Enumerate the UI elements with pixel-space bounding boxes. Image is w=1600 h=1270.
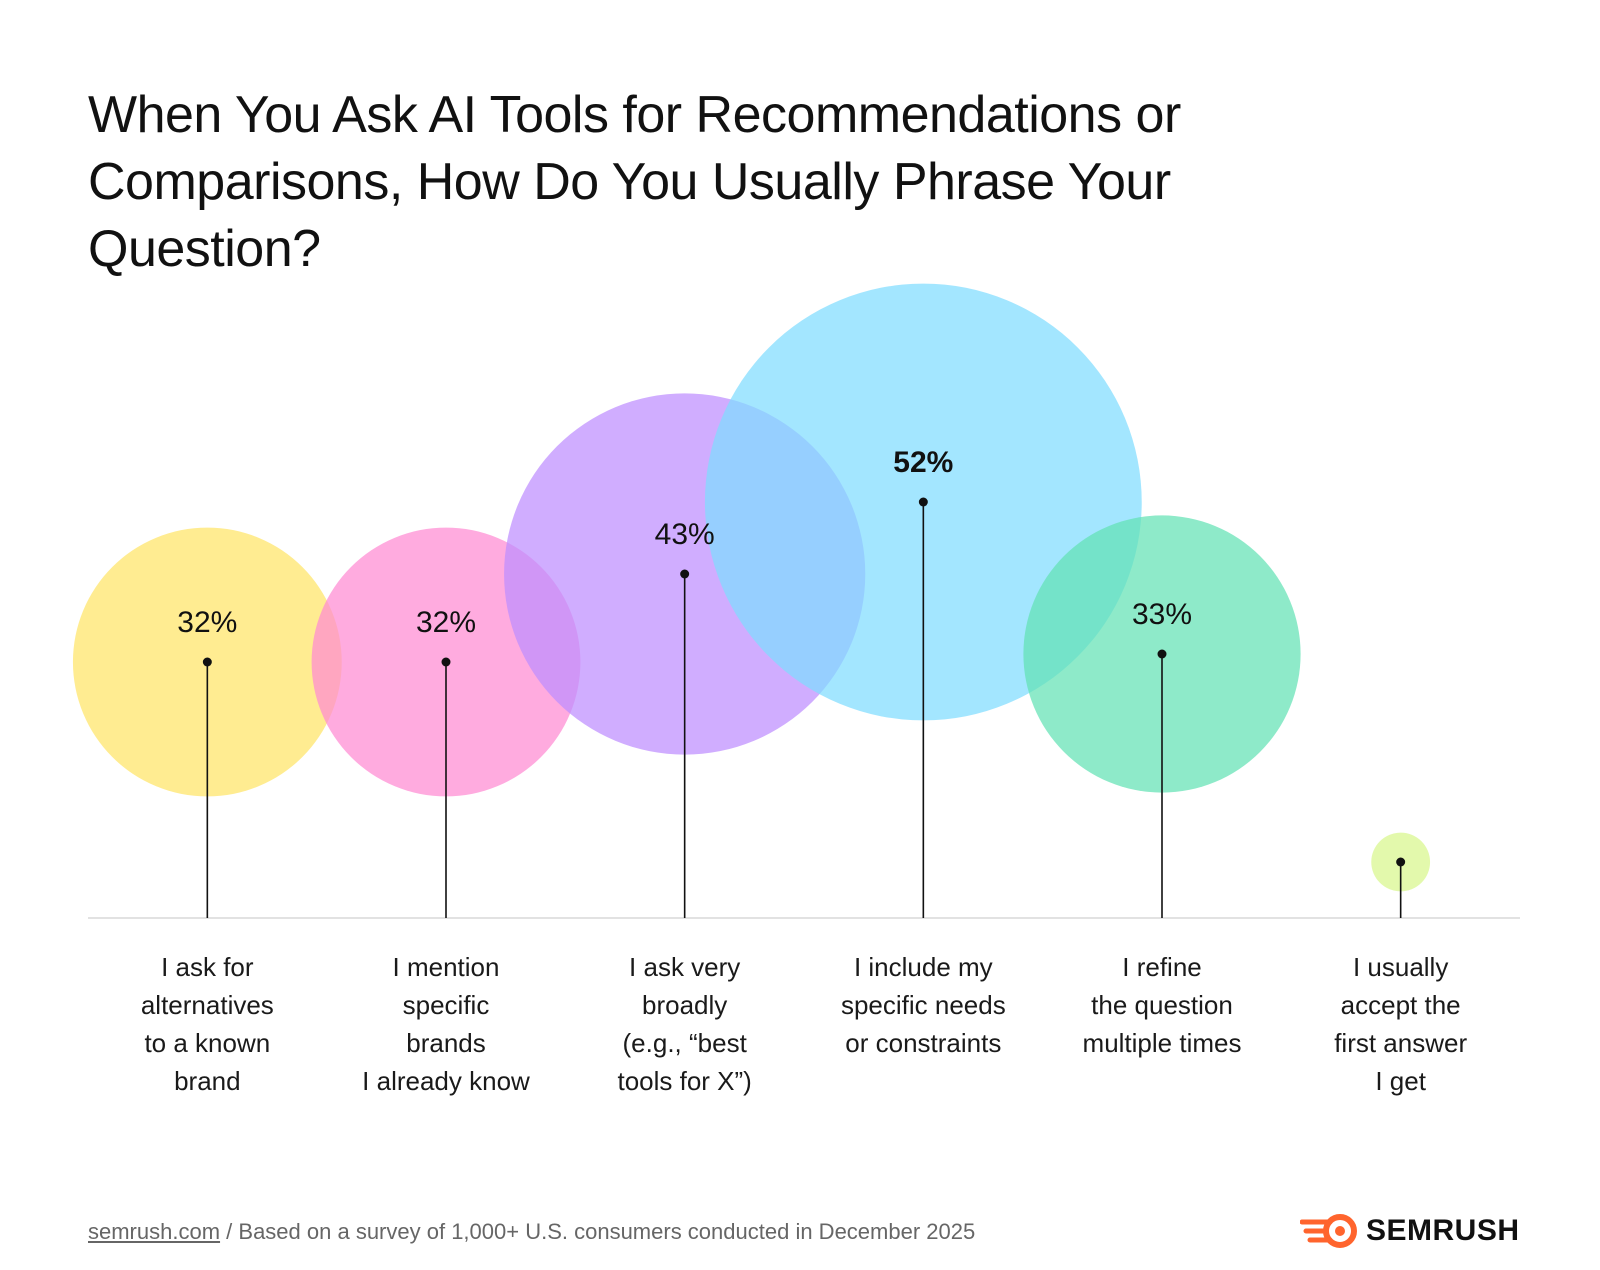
category-label: I refine the question multiple times — [1082, 952, 1242, 1058]
dot — [1157, 649, 1167, 659]
dot — [441, 657, 451, 667]
dot — [918, 497, 928, 507]
value-label: 43% — [655, 518, 715, 551]
chart-title: When You Ask AI Tools for Recommendation… — [88, 86, 1181, 278]
footer-note: / Based on a survey of 1,000+ U.S. consu… — [226, 1219, 976, 1244]
category-label: I ask for alternatives to a known brand — [140, 952, 274, 1096]
category-label: I include my specific needs or constrain… — [840, 952, 1006, 1058]
category-label: I ask very broadly (e.g., “best tools fo… — [617, 952, 752, 1096]
category-label: I mention specific brands I already know — [362, 952, 530, 1096]
category-label: I usually accept the first answer I get — [1334, 952, 1468, 1096]
value-label: 32% — [416, 606, 476, 639]
brand-logo: SEMRUSH — [1300, 1214, 1520, 1248]
source-link[interactable]: semrush.com — [88, 1219, 221, 1244]
brand-name: SEMRUSH — [1366, 1214, 1520, 1247]
brand-icon — [1300, 1214, 1357, 1248]
value-label: 33% — [1132, 598, 1192, 631]
dot — [1396, 857, 1406, 867]
dot — [202, 657, 212, 667]
bubbles — [72, 283, 1431, 892]
value-label: 32% — [177, 606, 237, 639]
footer: semrush.com / Based on a survey of 1,000… — [88, 1219, 975, 1245]
value-label: 52% — [893, 446, 953, 479]
dot — [680, 569, 690, 579]
